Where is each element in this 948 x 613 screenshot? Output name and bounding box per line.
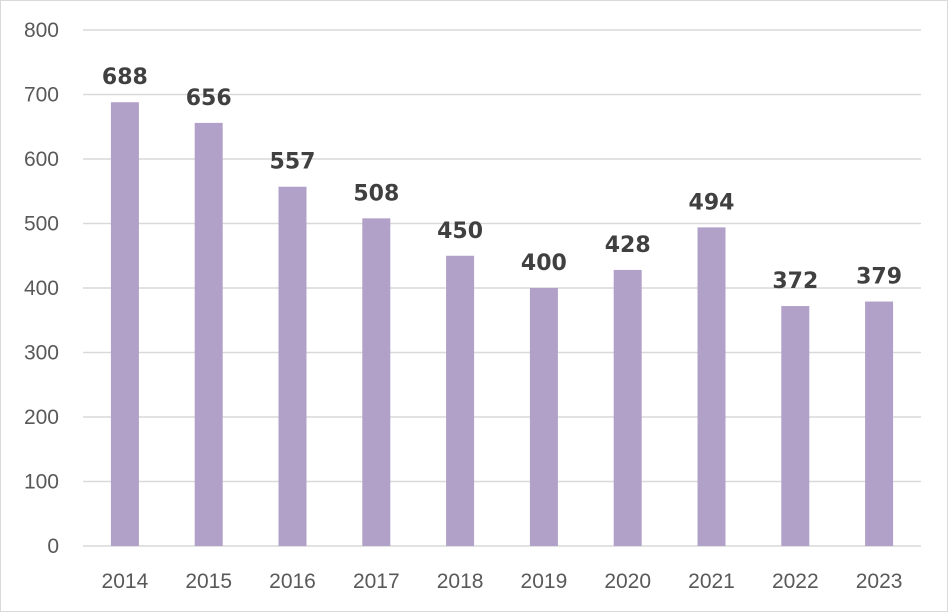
x-tick-label-2018: 2018 — [437, 570, 484, 593]
data-label-2022: 372 — [772, 269, 818, 294]
x-tick-label-2015: 2015 — [185, 570, 232, 593]
bars — [110, 102, 894, 547]
data-label-2015: 656 — [186, 86, 232, 111]
y-tick-label-500: 500 — [24, 213, 59, 236]
bar-2019 — [529, 288, 558, 546]
x-tick-label-2019: 2019 — [521, 570, 568, 593]
data-labels: 688 656 557 508 450 400 428 494 372 379 — [102, 65, 902, 294]
y-tick-label-0: 0 — [47, 535, 59, 558]
x-tick-label-2014: 2014 — [102, 570, 149, 593]
y-tick-label-700: 700 — [24, 84, 59, 107]
x-tick-label-2021: 2021 — [688, 570, 735, 593]
x-tick-label-2022: 2022 — [772, 570, 819, 593]
y-tick-label-600: 600 — [24, 148, 59, 171]
data-label-2019: 400 — [521, 251, 567, 276]
x-tick-label-2016: 2016 — [269, 570, 316, 593]
x-tick-label-2023: 2023 — [856, 570, 903, 593]
bar-2015 — [194, 122, 223, 546]
data-label-2016: 557 — [270, 150, 316, 175]
bar-2016 — [278, 186, 307, 547]
bar-2021 — [697, 227, 726, 546]
y-tick-label-200: 200 — [24, 406, 59, 429]
y-tick-label-800: 800 — [24, 19, 59, 42]
y-tick-label-300: 300 — [24, 342, 59, 365]
x-tick-label-2020: 2020 — [604, 570, 651, 593]
bar-2020 — [613, 269, 642, 546]
x-tick-label-2017: 2017 — [353, 570, 400, 593]
bar-2017 — [362, 218, 391, 546]
data-label-2014: 688 — [102, 65, 148, 90]
data-label-2017: 508 — [353, 181, 399, 206]
y-tick-label-100: 100 — [24, 471, 59, 494]
bar-2023 — [865, 301, 894, 546]
data-label-2018: 450 — [437, 219, 483, 244]
bar-2014 — [110, 102, 139, 547]
bar-2018 — [446, 255, 475, 546]
data-label-2021: 494 — [689, 190, 735, 215]
y-tick-label-400: 400 — [24, 277, 59, 300]
y-axis-tick-labels: 0 100 200 300 400 500 600 700 800 — [24, 19, 59, 558]
bar-2022 — [781, 306, 810, 546]
data-label-2023: 379 — [856, 265, 902, 290]
x-axis-tick-labels: 2014 2015 2016 2017 2018 2019 2020 2021 2022 2023 — [102, 570, 903, 593]
data-label-2020: 428 — [605, 233, 651, 258]
